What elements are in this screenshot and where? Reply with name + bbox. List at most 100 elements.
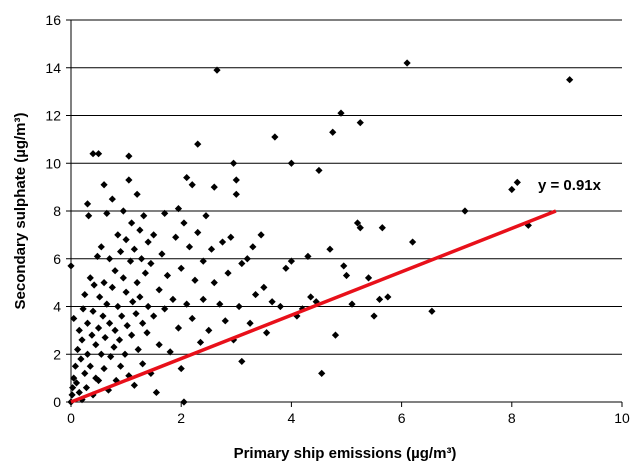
data-point <box>340 262 348 270</box>
data-point <box>263 329 271 337</box>
data-point <box>97 350 105 358</box>
data-point <box>119 274 127 282</box>
y-tick-label: 14 <box>45 60 61 76</box>
data-point <box>125 372 133 380</box>
data-point <box>75 388 83 397</box>
data-point <box>86 274 94 282</box>
data-point <box>428 307 436 315</box>
data-point <box>144 302 152 311</box>
data-point <box>348 300 356 308</box>
data-point <box>191 276 199 284</box>
data-point <box>103 209 111 217</box>
y-axis-title: Secondary sulphate (µg/m³) <box>12 112 29 309</box>
y-tick-labels: 0 2 4 6 8 10 12 14 16 <box>45 12 61 410</box>
data-point <box>128 219 136 227</box>
data-point <box>89 150 97 158</box>
data-point <box>180 398 188 406</box>
fit-line-group <box>70 209 557 404</box>
data-point <box>370 312 378 320</box>
data-point <box>199 295 207 303</box>
data-point <box>81 290 89 299</box>
gridlines <box>71 19 622 355</box>
data-point <box>207 245 216 253</box>
data-point <box>232 176 240 184</box>
data-point <box>166 348 174 356</box>
data-point <box>108 195 116 203</box>
data-point <box>232 190 240 198</box>
data-point <box>125 176 133 184</box>
data-point <box>177 264 185 272</box>
data-point <box>94 324 103 332</box>
data-point <box>141 269 149 277</box>
data-point <box>229 159 238 167</box>
data-point <box>180 219 188 227</box>
data-point <box>210 183 218 191</box>
data-point <box>137 255 146 263</box>
data-point <box>329 128 337 136</box>
data-point <box>126 257 135 265</box>
y-tick-label: 4 <box>53 299 61 315</box>
data-point <box>188 181 196 189</box>
data-point <box>140 212 148 220</box>
data-point <box>163 271 172 280</box>
x-tick-label: 4 <box>288 410 296 426</box>
data-point <box>121 350 129 358</box>
data-point <box>74 345 82 354</box>
data-point <box>257 231 265 239</box>
data-point <box>139 319 147 327</box>
y-tick-label: 8 <box>53 203 61 219</box>
data-point <box>133 190 141 198</box>
data-point <box>196 338 205 346</box>
data-point <box>174 324 183 332</box>
data-point <box>158 250 166 258</box>
data-point <box>353 219 362 227</box>
data-point <box>108 283 116 291</box>
y-tick-label: 16 <box>45 12 61 28</box>
data-point <box>508 185 516 194</box>
x-tick-labels: 0 2 4 6 8 10 <box>67 410 630 426</box>
data-point <box>403 59 411 67</box>
data-point <box>375 295 384 303</box>
data-point <box>89 307 97 315</box>
data-point <box>134 345 142 354</box>
data-point <box>93 252 102 260</box>
data-point <box>150 231 158 239</box>
data-point <box>77 355 85 363</box>
data-point <box>79 305 87 313</box>
data-point <box>75 326 83 334</box>
data-point <box>169 295 177 303</box>
data-point <box>103 300 111 308</box>
data-point <box>105 255 114 263</box>
data-point <box>130 381 138 389</box>
data-point <box>227 233 235 241</box>
data-point <box>132 310 140 318</box>
data-point <box>183 300 191 308</box>
data-point <box>78 336 86 344</box>
data-point <box>155 286 163 294</box>
data-point <box>97 243 105 251</box>
data-point <box>118 312 126 320</box>
data-point <box>276 302 284 311</box>
data-point <box>155 341 163 349</box>
data-point <box>177 364 185 373</box>
x-tick-label: 2 <box>177 410 185 426</box>
data-point <box>172 233 180 241</box>
data-point <box>83 200 92 208</box>
data-point <box>128 331 136 339</box>
data-point <box>194 140 202 148</box>
x-tick-label: 6 <box>398 410 406 426</box>
data-point <box>205 326 213 334</box>
data-point <box>331 331 340 339</box>
data-point <box>304 252 312 260</box>
data-point <box>114 302 122 311</box>
data-point <box>202 212 210 220</box>
data-point <box>136 293 144 301</box>
y-tick-label: 10 <box>45 155 61 171</box>
data-point <box>318 369 326 377</box>
data-point <box>199 257 207 265</box>
data-point <box>287 257 295 265</box>
data-point <box>224 269 232 277</box>
x-tick-label: 8 <box>508 410 516 426</box>
data-point <box>143 329 151 337</box>
